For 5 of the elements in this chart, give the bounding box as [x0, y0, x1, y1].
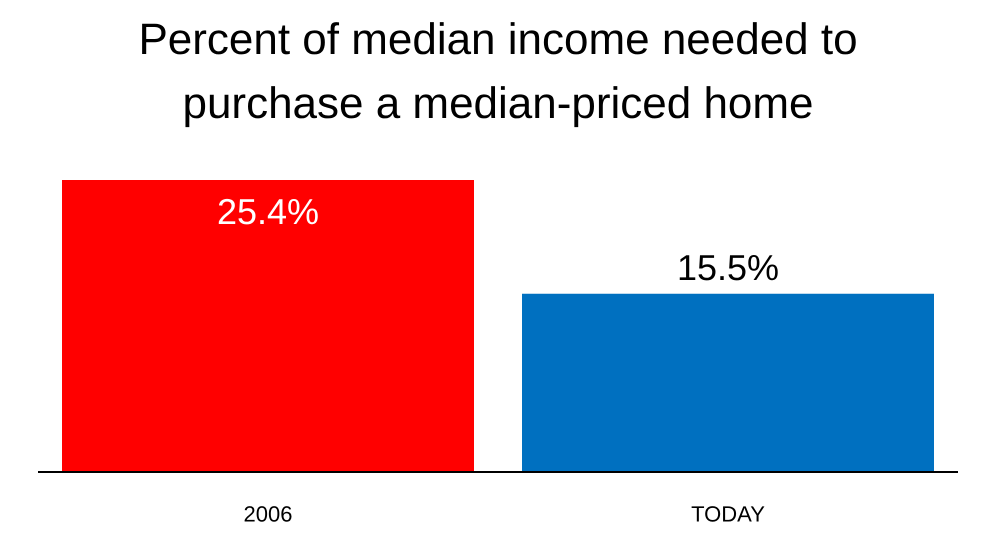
data-label: 25.4% [216, 191, 320, 232]
x-tick-label: TODAY [691, 502, 766, 527]
chart-title: Percent of median income needed to purchase a median-priced home [137, 14, 859, 130]
x-tick-label: 2006 [244, 502, 292, 527]
data-label: 15.5% [676, 246, 780, 288]
